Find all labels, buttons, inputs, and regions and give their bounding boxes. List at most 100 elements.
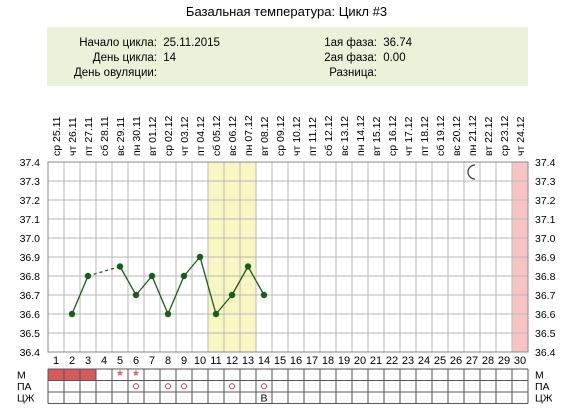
- temperature-point: [196, 253, 204, 261]
- day-number-label: 10: [194, 355, 206, 367]
- cycle-start-label: Начало цикла:: [79, 37, 157, 49]
- date-label: вс 29.11: [115, 117, 127, 156]
- day-number-label: 28: [482, 355, 494, 367]
- day-number-label: 7: [149, 355, 155, 367]
- date-label: вс 06.12: [227, 116, 239, 156]
- date-label: сб 19.12: [435, 115, 447, 156]
- day-number-label: 22: [386, 355, 398, 367]
- day-number-label: 24: [418, 355, 430, 367]
- y-tick-label-right: 36.8: [535, 271, 556, 283]
- day-number-label: 13: [242, 355, 254, 367]
- temperature-point: [244, 263, 252, 270]
- temperature-point: [132, 291, 140, 299]
- date-label: пн 21.12: [467, 115, 479, 156]
- day-number-label: 18: [322, 355, 334, 367]
- y-tick-label-left: 36.9: [20, 252, 41, 264]
- temperature-line-segment: [183, 256, 201, 277]
- temperature-point: [68, 310, 76, 318]
- date-label: чт 24.12: [515, 116, 527, 156]
- day-number-label: 17: [306, 355, 318, 367]
- spotting-asterisk: *: [133, 367, 139, 383]
- date-label: вс 13.12: [339, 116, 351, 156]
- temperature-line-segment: [135, 275, 153, 296]
- menstruation-filled-cell: [48, 369, 64, 381]
- day-number-label: 2: [69, 355, 75, 367]
- menstruation-filled-cell: [80, 369, 96, 381]
- day-number-label: 30: [514, 355, 526, 367]
- marker-row-label-left: М: [17, 370, 26, 382]
- temperature-point: [228, 291, 236, 299]
- date-label: чт 03.12: [179, 116, 191, 156]
- temperature-point: [148, 272, 156, 280]
- difference-label: Разница:: [329, 67, 377, 79]
- temperature-point: [164, 310, 172, 318]
- temperature-point: [260, 291, 268, 299]
- temperature-line-segment: [199, 256, 217, 315]
- day-number-label: 29: [498, 355, 510, 367]
- y-tick-label-left: 36.6: [20, 309, 41, 321]
- day-number-label: 1: [53, 355, 59, 367]
- date-label: пн 07.12: [243, 115, 255, 156]
- date-label: пт 27.11: [83, 117, 95, 156]
- ovulation-day-label: День овуляции:: [73, 67, 157, 79]
- y-tick-label-right: 36.7: [535, 290, 556, 302]
- phase2-value: 0.00: [383, 52, 406, 64]
- temperature-line-segment: [167, 275, 185, 315]
- y-tick-label-left: 36.7: [20, 290, 41, 302]
- cervical-mark-label: В: [260, 393, 267, 405]
- temperature-line-segment: [215, 294, 233, 315]
- y-tick-label-right: 36.4: [535, 347, 556, 359]
- y-tick-label-right: 37.0: [535, 233, 556, 245]
- date-label: сб 12.12: [323, 115, 335, 156]
- temperature-point: [84, 272, 92, 280]
- date-label: пт 18.12: [419, 116, 431, 156]
- pa-mark-circle: [164, 383, 172, 390]
- y-tick-label-left: 37.2: [20, 195, 41, 207]
- marker-row-label-right: ЦЖ: [535, 393, 553, 405]
- day-number-label: 15: [274, 355, 286, 367]
- pa-mark-circle: [180, 383, 188, 390]
- date-label: ср 23.12: [499, 116, 511, 156]
- y-tick-label-left: 36.4: [20, 347, 41, 359]
- day-number-label: 19: [338, 355, 350, 367]
- date-label: чт 26.11: [67, 117, 79, 156]
- marker-row-label-left: ПА: [17, 381, 32, 393]
- date-label: вт 08.12: [259, 116, 271, 156]
- day-number-label: 20: [354, 355, 366, 367]
- date-label: пн 14.12: [355, 115, 367, 156]
- y-tick-label-left: 36.5: [20, 328, 41, 340]
- y-tick-label-right: 37.2: [535, 195, 556, 207]
- day-number-label: 16: [290, 355, 302, 367]
- day-number-label: 6: [133, 355, 139, 367]
- phase2-label: 2ая фаза:: [324, 52, 377, 64]
- date-label: вт 22.12: [483, 116, 495, 156]
- y-tick-label-left: 37.1: [20, 214, 41, 226]
- y-tick-label-left: 37.3: [20, 176, 41, 188]
- day-number-label: 9: [181, 355, 187, 367]
- day-number-label: 27: [466, 355, 478, 367]
- y-tick-label-right: 36.5: [535, 328, 556, 340]
- marker-row-label-right: ПА: [535, 381, 550, 393]
- day-number-label: 26: [450, 355, 462, 367]
- day-number-label: 21: [370, 355, 382, 367]
- cycle-day-value: 14: [163, 52, 176, 64]
- date-label: ср 09.12: [275, 116, 287, 156]
- y-tick-label-right: 36.9: [535, 252, 556, 264]
- date-label: вт 15.12: [371, 116, 383, 156]
- y-tick-label-left: 37.4: [20, 157, 41, 169]
- y-tick-label-right: 36.6: [535, 309, 556, 321]
- day-number-label: 14: [258, 355, 270, 367]
- temperature-point: [180, 272, 188, 280]
- date-label: сб 28.11: [99, 116, 111, 156]
- date-label: чт 17.12: [403, 116, 415, 156]
- marker-row-label-left: ЦЖ: [17, 393, 35, 405]
- date-label: сб 05.12: [211, 115, 223, 156]
- moon-icon: [467, 164, 476, 180]
- plot-frame: [47, 161, 529, 353]
- day-number-label: 3: [85, 355, 91, 367]
- cycle-info-panel: Начало цикла: 25.11.2015 День цикла: 14 …: [47, 27, 528, 86]
- marker-row-label-right: М: [535, 370, 544, 382]
- y-tick-label-left: 36.8: [20, 271, 41, 283]
- menstruation-filled-cell: [64, 369, 80, 381]
